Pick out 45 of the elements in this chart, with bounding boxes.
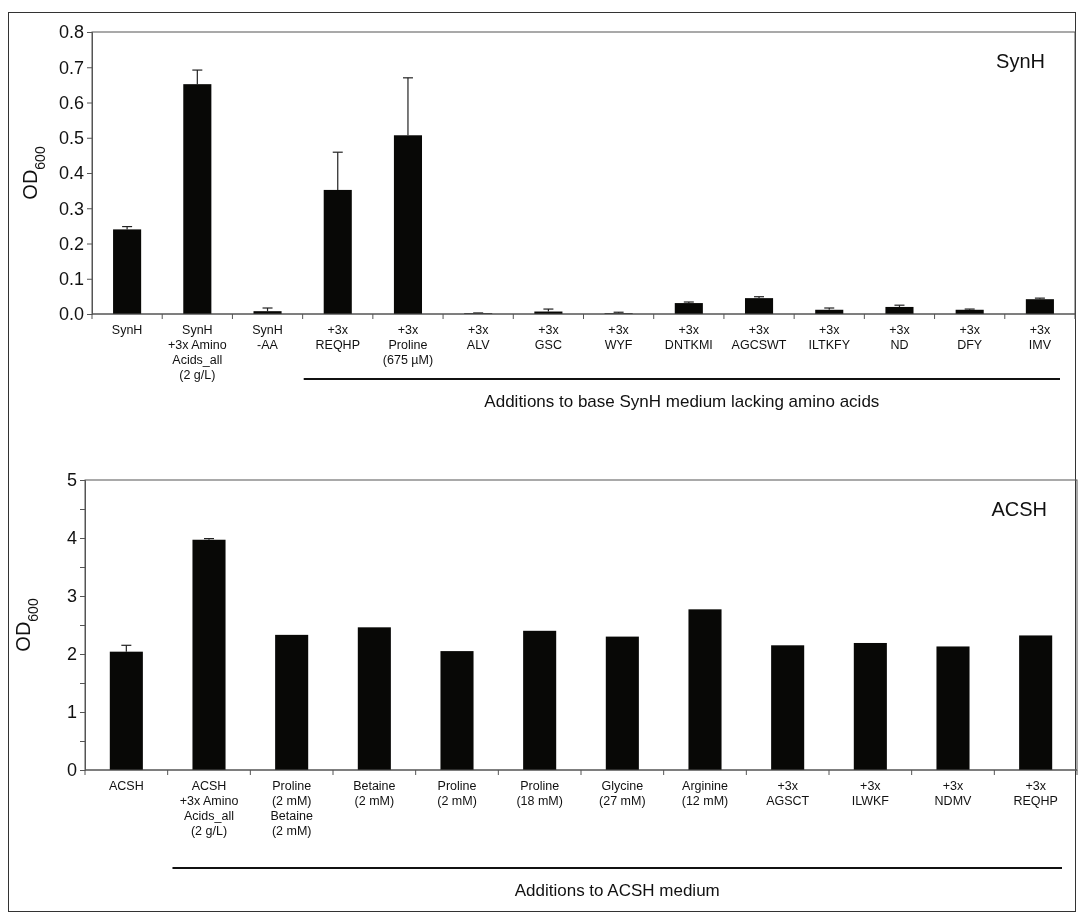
y-tick-label: 1 [66,702,77,723]
x-tick-label: Glycine (27 mM) [599,779,646,808]
y-tick-label: 0.6 [58,92,84,113]
x-tick-label: +3x REQHP [1013,779,1058,808]
x-tick-label: +3x AGSCT [766,779,810,808]
x-tick-label: Arginine (12 mM) [681,779,729,808]
x-tick-label: Proline (18 mM) [516,779,563,808]
x-tick-label: +3x WYF [604,323,633,352]
x-tick-label: +3x ILWKF [851,779,890,808]
y-tick-label: 5 [66,470,77,491]
x-tick-label: ACSH +3x Amino Acids_all (2 g/L) [179,779,239,838]
x-tick-label: Proline (2 mM) Betaine (2 mM) [270,779,313,838]
y-tick-label: 0.5 [58,128,84,149]
x-tick-label: SynH [111,323,143,337]
y-tick-label: 0.0 [58,304,84,325]
x-tick-label: +3x ILTKFY [808,323,851,352]
x-tick-label: +3x ALV [466,323,491,352]
y-tick-label: 0.8 [58,22,84,43]
y-tick-label: 3 [66,586,77,607]
x-tick-label: Betaine (2 mM) [353,779,396,808]
y-tick-label: 0.7 [58,57,84,78]
y-tick-label: 0.1 [58,269,84,290]
y-tick-label: 4 [66,528,77,549]
y-tick-label: 0 [66,760,77,781]
y-tick-label: 0.4 [58,163,84,184]
x-tick-label: +3x IMV [1028,323,1052,352]
x-tick-label: +3x DFY [957,323,983,352]
y-tick-label: 0.2 [58,233,84,254]
x-tick-label: +3x NDMV [934,779,973,808]
x-tick-label: +3x AGCSWT [731,323,787,352]
annotation: ACSH [991,498,1047,520]
x-tick-label: +3x GSC [534,323,562,352]
x-tick-label: +3x ND [889,323,911,352]
x-tick-label: SynH -AA [252,323,283,352]
y-tick-label: 2 [66,644,77,665]
x-tick-label: +3x REQHP [315,323,360,352]
y-tick-label: 0.3 [58,198,84,219]
annotation: SynH [996,50,1045,72]
x-tick-label: Proline (2 mM) [437,779,477,808]
x-tick-label: ACSH [108,779,144,793]
x-tick-label: +3x DNTKMI [664,323,713,352]
x-tick-label: +3x Proline (675 µM) [382,323,434,367]
text: Additions to ACSH medium [514,881,720,900]
x-tick-label: SynH +3x Amino Acids_all (2 g/L) [167,323,227,382]
text: Additions to base SynH medium lacking amino acids [484,392,880,411]
